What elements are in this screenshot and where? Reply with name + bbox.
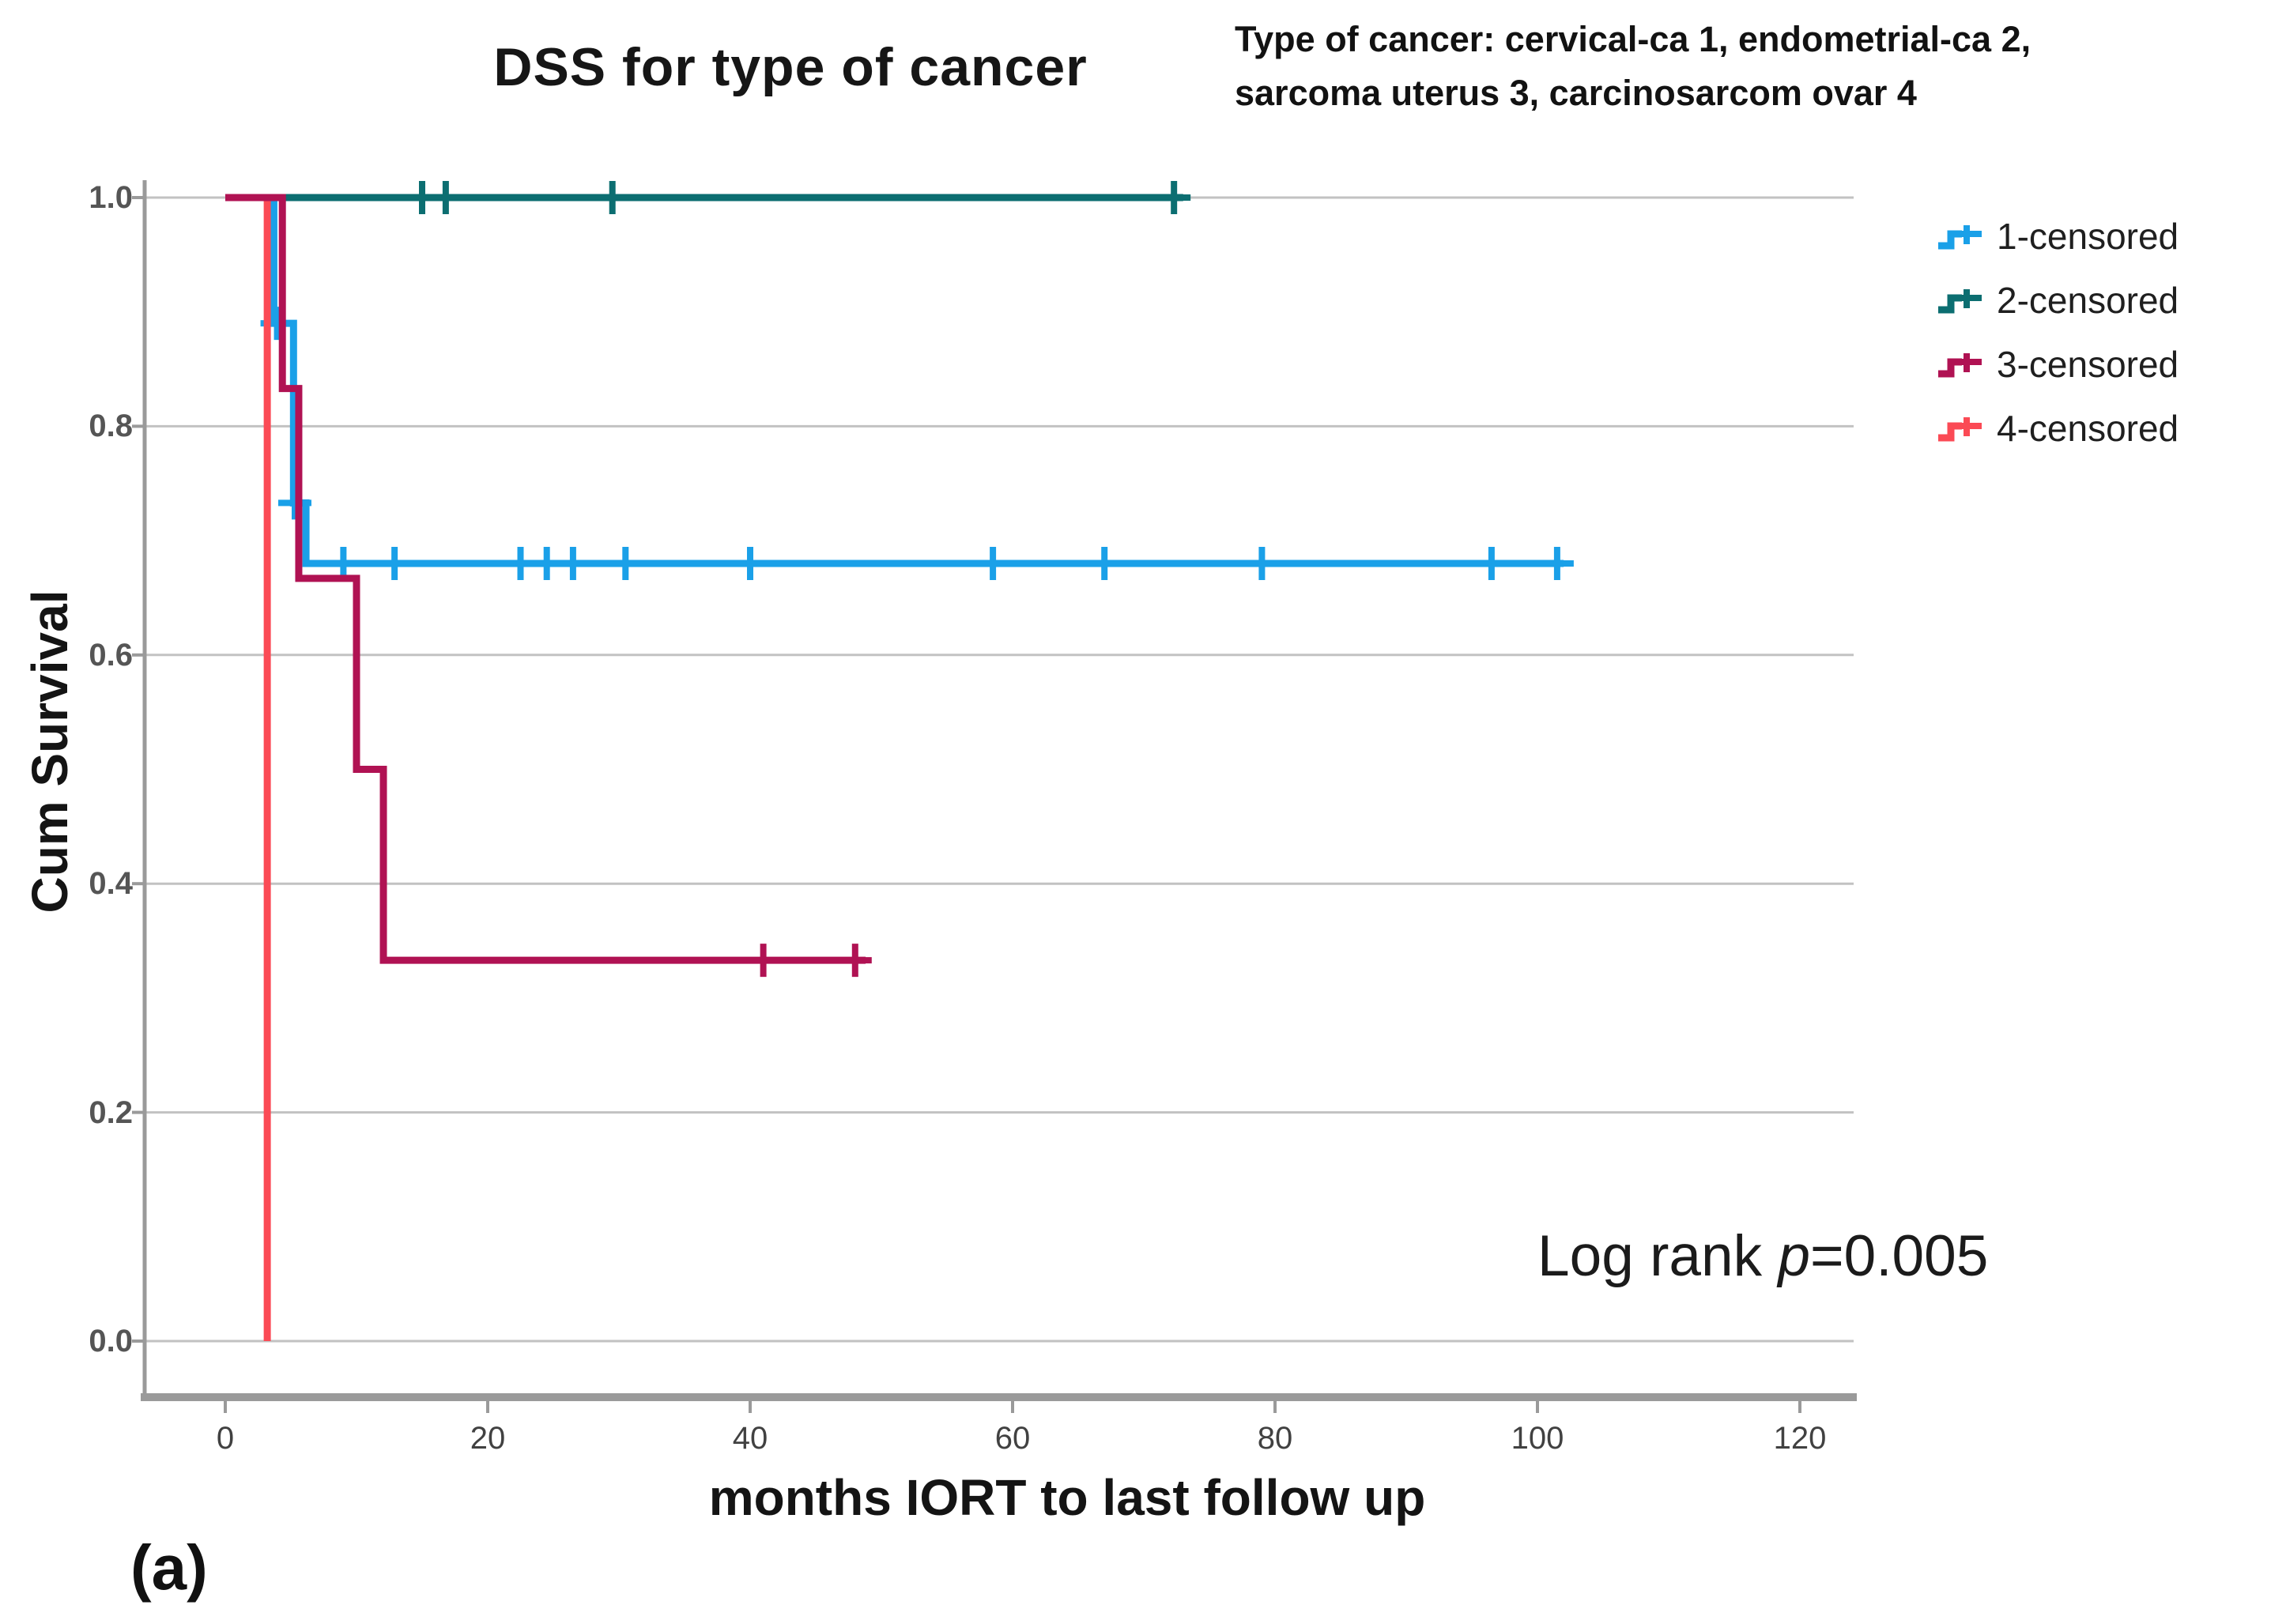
log-rank-value: =0.005	[1809, 1224, 1989, 1288]
y-tick-label-0.8: 0.8	[89, 409, 133, 444]
cancer-type-annotation: Type of cancer: cervical-ca 1, endometri…	[1235, 13, 2271, 119]
legend-label: 1-censored	[1997, 215, 2179, 257]
legend-item-2: 2-censored	[1935, 268, 2179, 332]
x-tick-label-100: 100	[1511, 1421, 1564, 1456]
y-tick-label-0.0: 0.0	[89, 1324, 133, 1358]
y-axis-title: Cum Survival	[21, 590, 78, 914]
legend-label: 2-censored	[1997, 279, 2179, 321]
x-tick-label-60: 60	[994, 1421, 1031, 1456]
legend-step-icon	[1938, 224, 1982, 249]
legend: 1-censored 2-censored 3-censored 4-censored	[1935, 204, 2179, 460]
log-rank-p-symbol: p	[1778, 1224, 1810, 1288]
y-tick-label-1.0: 1.0	[89, 180, 133, 215]
legend-item-4: 4-censored	[1935, 396, 2179, 460]
legend-item-1: 1-censored	[1935, 204, 2179, 268]
chart-title: DSS for type of cancer	[493, 37, 1088, 97]
annotation-line-1: Type of cancer: cervical-ca 1, endometri…	[1235, 19, 2031, 59]
legend-label: 4-censored	[1997, 407, 2179, 449]
legend-step-icon	[1938, 288, 1982, 313]
panel-label: (a)	[130, 1532, 208, 1603]
x-tick-label-80: 80	[1257, 1421, 1293, 1456]
legend-item-3: 3-censored	[1935, 332, 2179, 396]
legend-step-icon	[1938, 416, 1982, 441]
survival-curve-3-censored	[225, 194, 866, 964]
y-tick-label-0.4: 0.4	[89, 866, 133, 902]
legend-step-icon	[1938, 352, 1982, 377]
x-axis-title: months IORT to last follow up	[708, 1469, 1426, 1526]
x-tick-label-120: 120	[1773, 1421, 1827, 1456]
x-tick-label-20: 20	[470, 1421, 506, 1456]
y-tick-label-0.2: 0.2	[89, 1095, 133, 1130]
x-tick-label-40: 40	[732, 1421, 768, 1456]
x-tick-label-0: 0	[216, 1421, 235, 1456]
survival-curve-1-censored	[225, 194, 1564, 567]
log-rank-annotation: Log rank p=0.005	[1537, 1223, 1988, 1289]
y-tick-label-0.6: 0.6	[89, 637, 133, 673]
legend-label: 3-censored	[1997, 343, 2179, 385]
log-rank-prefix: Log rank	[1537, 1224, 1779, 1288]
annotation-line-2: sarcoma uterus 3, carcinosarcom ovar 4	[1235, 72, 1917, 113]
survival-curve-4-censored	[228, 194, 271, 1341]
